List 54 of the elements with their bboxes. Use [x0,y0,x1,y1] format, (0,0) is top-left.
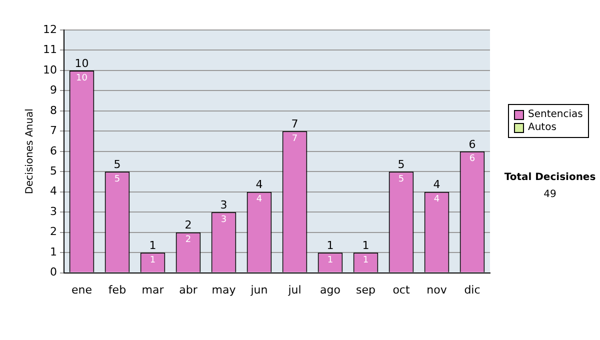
x-tick-label: dic [464,283,480,296]
x-tick-label: abr [179,283,198,296]
total-label: 5 [398,158,405,171]
total-label: 6 [468,138,476,151]
data-label: 6 [469,154,476,164]
total-label: 2 [184,218,192,232]
data-label: 5 [114,174,120,184]
y-tick-label: 1 [50,245,57,258]
y-tick-label: 2 [50,225,57,238]
text: 49 [542,189,558,200]
total-label: 7 [291,118,298,131]
x-tick-label: nov [426,283,448,296]
y-tick-label: 7 [50,124,57,138]
x-tick-label: jun [250,283,268,296]
y-axis-title: Decisiones Anual [24,108,36,194]
total-label: 10 [74,56,89,70]
y-tick-label: 0 [50,266,57,279]
y-tick-label: 9 [50,84,57,97]
x-tick-label: feb [108,283,126,296]
data-label: 3 [220,214,227,225]
data-label: 4 [434,194,440,205]
data-label: 7 [292,134,298,144]
data-label: 1 [327,255,334,266]
x-tick-label: may [212,283,236,296]
y-tick-label: 11 [42,43,57,56]
y-tick-label: 8 [50,104,57,117]
data-label: 1 [362,255,369,266]
total-label: 3 [220,198,228,212]
total-label: 1 [362,238,370,252]
total-label: 1 [149,238,156,252]
x-tick-label: jul [287,283,302,296]
x-tick-label: oct [392,283,410,296]
data-label: 10 [76,73,88,84]
y-tick-label: 5 [50,164,57,178]
total-label: 4 [256,178,263,192]
y-tick-label: 10 [42,63,57,76]
y-tick-label: 4 [50,184,57,198]
x-tick-label: mar [142,283,164,296]
total-label: 5 [114,158,121,171]
total-label: 1 [326,238,334,252]
y-tick-label: 6 [50,144,57,158]
legend-label: Sentencias [528,108,583,121]
total-label: 4 [433,178,440,192]
data-label: 5 [398,174,404,184]
legend-label: Autos [528,121,556,134]
data-label: 2 [185,235,192,246]
data-label: 1 [150,255,156,266]
data-label: 4 [256,194,262,205]
text: Total Decisiones [503,172,597,183]
x-tick-label: ene [71,283,92,296]
x-tick-label: sep [356,283,376,296]
y-tick-label: 12 [42,22,57,36]
y-tick-label: 3 [50,204,57,218]
x-tick-label: ago [320,283,341,296]
